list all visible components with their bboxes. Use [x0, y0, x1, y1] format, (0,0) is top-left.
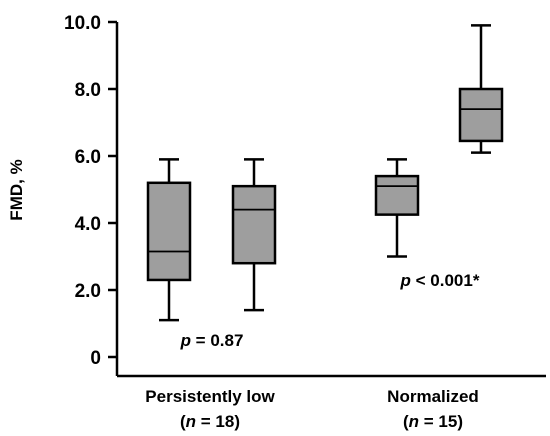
y-ticks: 0 2.0 4.0 6.0 8.0 10.0 — [64, 13, 117, 369]
y-axis-title: FMD, % — [7, 159, 26, 220]
group-n-persistently-low: (n = 18) — [180, 412, 240, 431]
iqr-box — [458, 87, 504, 143]
p-value-normalized: p < 0.001* — [400, 271, 480, 290]
y-tick-label: 4.0 — [75, 214, 101, 235]
p-value-persistently-low: p = 0.87 — [180, 331, 244, 350]
iqr-box — [146, 181, 192, 282]
box-plot-2 — [231, 158, 277, 312]
box-plot-4 — [458, 24, 504, 154]
group-label-normalized: Normalized — [387, 387, 479, 406]
y-tick-label: 10.0 — [64, 13, 101, 34]
group-label-persistently-low: Persistently low — [145, 387, 275, 406]
y-tick-label: 2.0 — [75, 281, 101, 302]
group-n-normalized: (n = 15) — [403, 412, 463, 431]
y-tick-label: 6.0 — [75, 147, 101, 168]
boxes-layer — [146, 24, 504, 322]
iqr-box — [374, 174, 420, 216]
iqr-box — [231, 184, 277, 265]
box-plot-1 — [146, 158, 192, 322]
y-tick-label: 8.0 — [75, 80, 101, 101]
box-plot-3 — [374, 158, 420, 258]
y-tick-label: 0 — [90, 348, 101, 369]
